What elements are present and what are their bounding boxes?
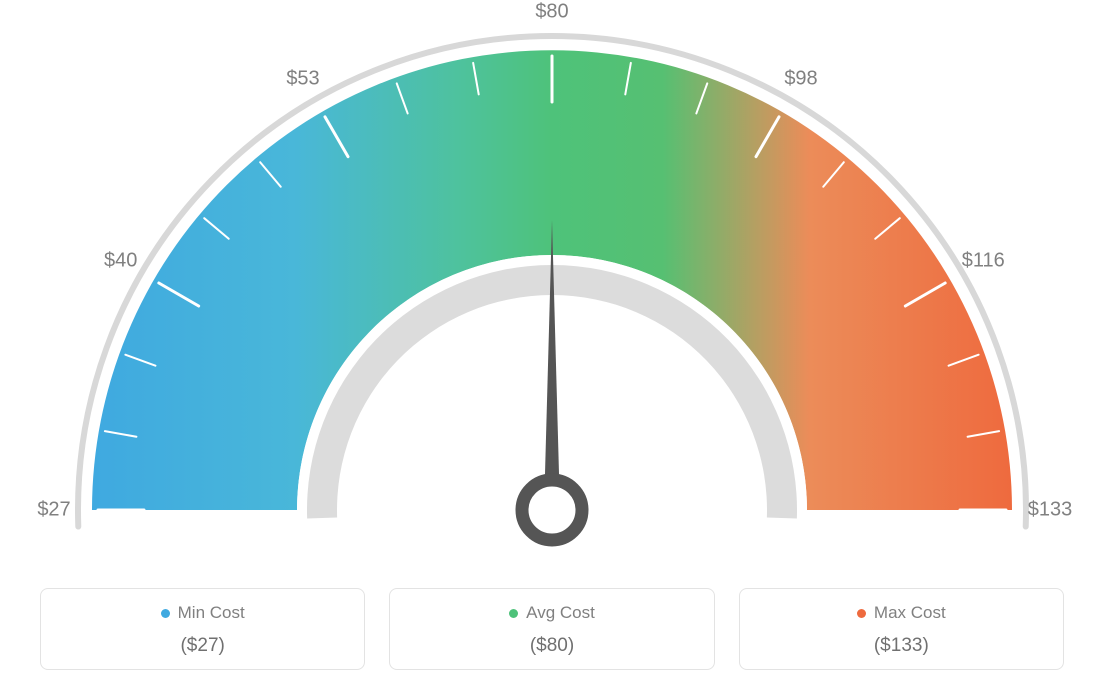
legend-value-avg: ($80) [390,635,713,657]
legend-label-avg: Avg Cost [526,603,595,623]
gauge-chart-container: $27 $40 $53 $80 $98 $116 $133 Min Cost ($27) A… [0,0,1104,690]
legend-title-max: Max Cost [740,603,1063,623]
legend-label-max: Max Cost [874,603,946,623]
legend-card-avg: Avg Cost ($80) [389,588,714,670]
gauge-needle-hub [522,480,582,540]
gauge-tick-label: $133 [1028,499,1073,522]
gauge-tick-label: $27 [37,499,70,522]
legend-label-min: Min Cost [178,603,245,623]
legend-value-max: ($133) [740,635,1063,657]
legend-dot-avg [509,609,518,618]
gauge-tick-label: $116 [962,250,1005,273]
legend-dot-min [161,609,170,618]
gauge-tick-label: $53 [286,67,319,90]
legend-card-min: Min Cost ($27) [40,588,365,670]
gauge-tick-label: $98 [784,67,817,90]
legend-value-min: ($27) [41,635,364,657]
gauge-tick-label: $80 [535,1,568,24]
gauge-tick-label: $40 [104,250,137,273]
gauge-area: $27 $40 $53 $80 $98 $116 $133 [0,0,1104,560]
legend-title-min: Min Cost [41,603,364,623]
gauge-svg [0,0,1104,560]
legend-row: Min Cost ($27) Avg Cost ($80) Max Cost (… [40,588,1064,670]
legend-dot-max [857,609,866,618]
legend-title-avg: Avg Cost [390,603,713,623]
legend-card-max: Max Cost ($133) [739,588,1064,670]
